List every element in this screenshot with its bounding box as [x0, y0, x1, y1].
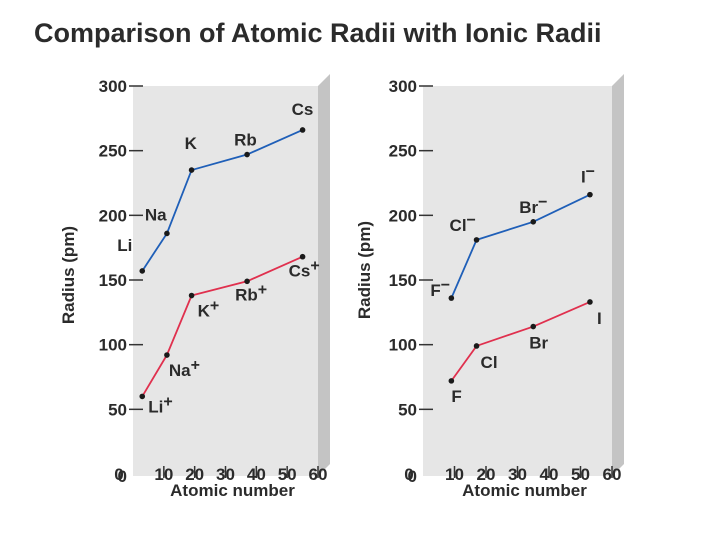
chart-2-atomic-point-label: I−	[581, 164, 595, 187]
chart-1-y-tick-label: 250	[99, 142, 127, 161]
chart-2-y-axis-title: Radius (pm)	[355, 221, 374, 319]
chart-1-ionic-point-label: Cs+	[289, 258, 320, 281]
chart-1-ionic-point	[164, 352, 170, 358]
chart-1-y-tick-label: 300	[99, 77, 127, 96]
chart-2-ionic-point	[587, 299, 593, 305]
chart-1-x-tick-label: 20	[185, 465, 204, 484]
chart-1-panel	[133, 86, 318, 476]
chart-1-atomic-point	[188, 167, 195, 173]
chart-2-x-tick-label: 60	[603, 465, 622, 484]
chart-2-x-tick-label: 0	[404, 465, 413, 484]
chart-1-y-tick-label: 150	[99, 271, 127, 290]
chart-2-x-tick-label: 10	[445, 465, 464, 484]
chart-2-x-axis-title: Atomic number	[462, 481, 587, 500]
chart-2-ionic-point-label: I	[597, 309, 602, 328]
chart-1-ionic-point-label: Rb+	[235, 281, 267, 304]
chart-1-x-tick-label: 30	[216, 465, 235, 484]
chart-2-y-tick-label: 300	[389, 77, 417, 96]
chart-2-panel-side	[612, 74, 624, 476]
chart-2-x-tick-label: 30	[508, 465, 527, 484]
chart-1-y-tick-label: 0	[118, 467, 127, 486]
chart-2-y-tick-label: 0	[408, 467, 417, 486]
chart-2-ionic-point	[473, 343, 480, 349]
chart-2-y-tick-label: 50	[398, 400, 417, 419]
chart-1-atomic-point-label: Rb	[234, 131, 257, 150]
chart-2-x-tick-label: 20	[477, 465, 496, 484]
chart-1-atomic-point	[164, 230, 170, 237]
chart-2-atomic-line	[450, 193, 591, 299]
chart-2-atomic-point-label: Br−	[519, 194, 547, 217]
chart-2-y-tick-label: 200	[389, 206, 417, 225]
chart-2-atomic-point	[530, 219, 537, 225]
chart-2-y-tick-label: 250	[389, 142, 417, 161]
chart-2-x-tick-label: 40	[540, 465, 559, 484]
chart-1-ionic-point	[188, 292, 195, 299]
chart-2-x-tick-label: 50	[571, 465, 590, 484]
page-title: Comparison of Atomic Radii with Ionic Ra…	[34, 18, 602, 48]
chart-2-atomic-point-label: F−	[430, 277, 450, 300]
chart-1-atomic-point-label: Na	[145, 205, 167, 224]
chart-2-atomic-point	[587, 191, 593, 198]
chart-2-ionic-point	[530, 323, 537, 330]
chart-1-x-tick-label: 0	[114, 465, 123, 484]
chart-1-x-tick-label: 40	[247, 465, 266, 484]
chart-2-ionic-line	[450, 301, 591, 382]
chart-1-ionic-point	[139, 393, 146, 400]
chart-1-y-axis-title: Radius (pm)	[59, 226, 78, 324]
chart-2-atomic-point	[448, 295, 455, 301]
chart-1-atomic-point-label: K	[185, 134, 198, 153]
chart-2-y-tick-label: 100	[389, 336, 417, 355]
chart-2-y-tick-label: 150	[389, 271, 417, 290]
chart-2-panel	[423, 86, 612, 476]
chart-1-x-tick-label: 60	[309, 465, 328, 484]
chart-2-ionic-point-label: Br	[529, 334, 548, 353]
chart-1-y-tick-label: 200	[99, 206, 127, 225]
chart-1-y-tick-label: 100	[99, 336, 127, 355]
chart-1-x-tick-label: 10	[154, 465, 173, 484]
chart-1-panel-side	[318, 74, 330, 476]
chart-1-atomic-point-label: Cs	[292, 100, 314, 119]
chart-1-ionic-point-label: Li+	[148, 393, 172, 416]
chart-1-atomic-point	[244, 151, 250, 158]
chart-1-y-tick-label: 50	[108, 400, 127, 419]
chart-1-atomic-point	[139, 268, 146, 274]
chart-2-ionic-point	[448, 378, 455, 384]
chart-2-atomic-point-label: Cl−	[450, 212, 476, 235]
chart-1-x-tick-label: 50	[278, 465, 297, 484]
chart-1-ionic-point-label: Na+	[169, 357, 200, 380]
chart-2-ionic-point-label: F	[451, 387, 461, 406]
chart-1-atomic-point	[299, 127, 306, 133]
chart-2-ionic-point-label: Cl	[481, 353, 498, 372]
chart-1-ionic-point	[244, 278, 250, 285]
chart-1-ionic-point-label: K+	[198, 298, 220, 321]
chart-1-x-axis-title: Atomic number	[170, 481, 295, 500]
chart-1-ionic-point	[299, 253, 306, 260]
chart-1-atomic-point-label: Li	[117, 236, 132, 255]
chart-2-atomic-point	[473, 237, 480, 243]
